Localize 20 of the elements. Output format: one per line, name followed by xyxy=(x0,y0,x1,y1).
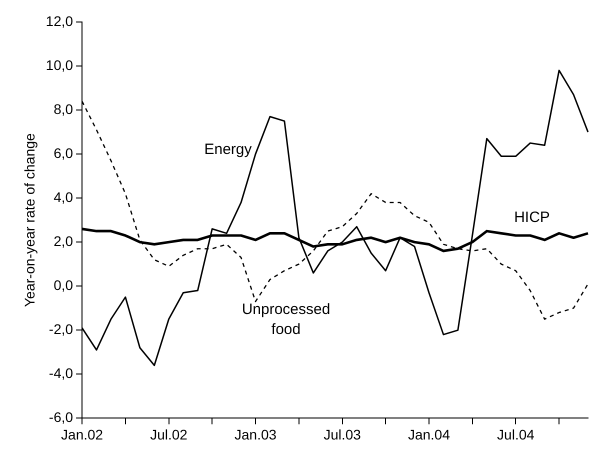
y-tick-label: 0,0 xyxy=(54,276,74,293)
x-tick-label: Jan.04 xyxy=(408,426,450,442)
y-tick-label: 10,0 xyxy=(46,56,74,73)
x-tick-label: Jul.02 xyxy=(150,426,188,442)
series-label: HICP xyxy=(514,209,550,226)
y-tick-label: -2,0 xyxy=(48,321,74,338)
x-tick-label: Jan.03 xyxy=(234,426,277,442)
y-tick-label: 4,0 xyxy=(54,188,74,205)
y-axis-title: Year-on-year rate of change xyxy=(21,132,38,308)
x-tick-label: Jul.03 xyxy=(324,426,362,442)
y-tick-label: -4,0 xyxy=(48,365,74,382)
series-label: Unprocessed food xyxy=(242,301,330,338)
y-tick-label: -6,0 xyxy=(48,409,74,426)
x-tick-label: Jan.02 xyxy=(61,426,104,442)
y-tick-label: 2,0 xyxy=(54,232,74,249)
series-label: Energy xyxy=(204,141,252,158)
y-tick-label: 8,0 xyxy=(54,100,74,117)
y-tick-label: 6,0 xyxy=(54,144,74,161)
x-tick-label: Jul.04 xyxy=(497,426,535,442)
y-tick-label: 12,0 xyxy=(46,12,74,29)
